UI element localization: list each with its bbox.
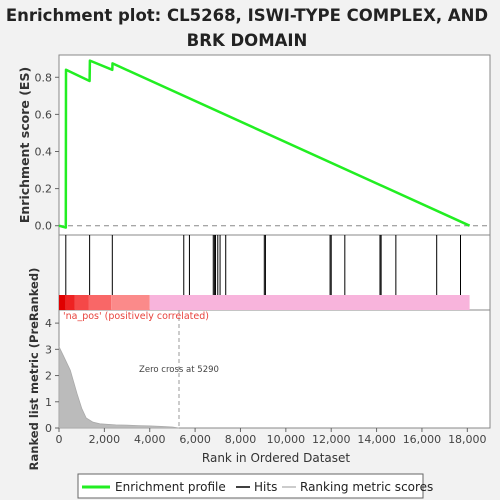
x-tick-label: 16,000: [403, 433, 442, 446]
x-tick-label: 0: [56, 433, 63, 446]
x-tick-label: 6,000: [179, 433, 211, 446]
color-bar-segment: [65, 295, 75, 310]
legend-box: [77, 473, 424, 499]
es-y-tick-label: 0.4: [35, 145, 53, 158]
x-axis-label: Rank in Ordered Dataset: [202, 451, 350, 465]
es-y-axis-label: Enrichment score (ES): [17, 67, 32, 223]
x-tick-label: 4,000: [134, 433, 166, 446]
chart-title-line1: Enrichment plot: CL5268, ISWI-TYPE COMPL…: [6, 6, 488, 25]
es-panel: [58, 54, 491, 236]
legend-enrichment-label: Enrichment profile: [115, 480, 226, 494]
es-y-tick-label: 0.8: [35, 71, 53, 84]
es-y-tick-label: 0.0: [35, 220, 53, 233]
metric-y-axis: 0 1 2 3 4: [45, 317, 59, 435]
x-tick-label: 12,000: [312, 433, 351, 446]
x-tick-label: 2,000: [89, 433, 121, 446]
color-bar-segment: [88, 295, 112, 310]
x-tick-label: 18,000: [448, 433, 487, 446]
chart-title-line2: BRK DOMAIN: [187, 31, 308, 50]
zero-cross-label: Zero cross at 5290: [139, 365, 219, 375]
color-bar-segment: [74, 295, 89, 310]
metric-y-tick-label: 1: [45, 396, 52, 409]
enrichment-profile-series: [58, 59, 471, 229]
metric-panel: [58, 309, 491, 429]
color-bar-segment: [149, 295, 470, 310]
color-bar-segment: [111, 295, 150, 310]
x-tick-label: 10,000: [267, 433, 306, 446]
es-y-tick-label: 0.6: [35, 108, 53, 121]
metric-y-tick-label: 4: [45, 317, 52, 330]
rank-color-bar: [59, 295, 470, 310]
metric-y-tick-label: 3: [45, 343, 52, 356]
color-bar-segment: [59, 295, 66, 310]
metric-y-tick-label: 0: [45, 422, 52, 435]
metric-y-tick-label: 2: [45, 370, 52, 383]
metric-y-axis-label: Ranked list metric (PreRanked): [27, 268, 41, 471]
legend-metric-label: Ranking metric scores: [300, 480, 433, 494]
es-y-tick-label: 0.2: [35, 183, 53, 196]
es-y-axis: 0.0 0.2 0.4 0.6 0.8: [35, 71, 59, 233]
x-tick-label: 14,000: [357, 433, 396, 446]
enrichment-profile-line: [58, 59, 471, 229]
positive-correlated-label: 'na_pos' (positively correlated): [63, 311, 209, 322]
x-axis: 0 2,000 4,000 6,000 8,000 10,000 12,000 14,000 1…: [56, 428, 487, 446]
ranking-metric-series: [58, 346, 180, 429]
legend-hits-label: Hits: [254, 480, 277, 494]
hits-series: [65, 235, 462, 295]
ranking-metric-area: [58, 346, 180, 429]
x-tick-label: 8,000: [225, 433, 257, 446]
